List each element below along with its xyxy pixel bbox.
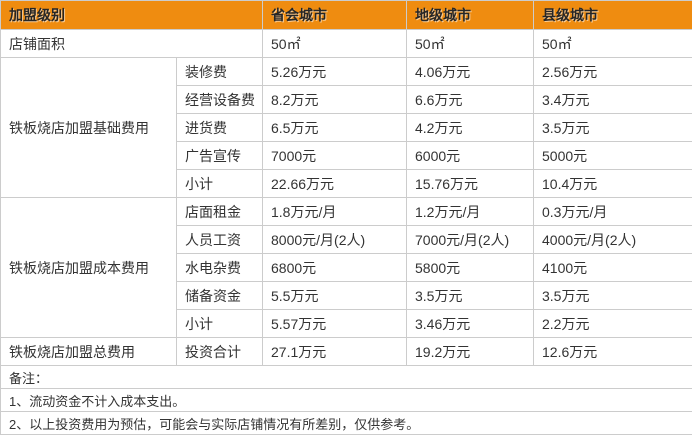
notes-title-row: 备注： — [0, 365, 692, 389]
row-label-cell: 店铺面积 — [0, 29, 263, 58]
value-cell: 5.5万元 — [262, 281, 407, 310]
note-row-1: 1、流动资金不计入成本支出。 — [0, 388, 692, 412]
item-label-cell: 店面租金 — [176, 197, 263, 226]
table-row-shop-area: 店铺面积 50㎡ 50㎡ 50㎡ — [0, 29, 692, 58]
value-cell: 5.26万元 — [262, 57, 407, 86]
value-cell: 22.66万元 — [262, 169, 407, 198]
header-cell-capital-city: 省会城市 — [262, 0, 407, 30]
value-cell: 8000元/月(2人) — [262, 225, 407, 254]
table-row: 人员工资 8000元/月(2人) 7000元/月(2人) 4000元/月(2人) — [1, 225, 692, 254]
note-text: 2、以上投资费用为预估，可能会与实际店铺情况有所差别，仅供参考。 — [0, 411, 692, 435]
header-cell-county-city: 县级城市 — [533, 0, 692, 30]
value-cell: 3.46万元 — [406, 309, 534, 338]
value-cell: 6000元 — [406, 141, 534, 170]
notes-title: 备注： — [0, 365, 692, 389]
header-row: 加盟级别 省会城市 地级城市 县级城市 — [0, 0, 692, 30]
value-cell: 5000元 — [533, 141, 692, 170]
value-cell: 6.6万元 — [406, 85, 534, 114]
value-cell: 2.2万元 — [533, 309, 692, 338]
value-cell: 4100元 — [533, 253, 692, 282]
header-cell-prefecture-city: 地级城市 — [406, 0, 534, 30]
value-cell: 1.8万元/月 — [262, 197, 407, 226]
value-cell: 7000元/月(2人) — [406, 225, 534, 254]
item-label-cell: 小计 — [176, 169, 263, 198]
header-cell-category: 加盟级别 — [0, 0, 263, 30]
section-title-total-fees: 铁板烧店加盟总费用 — [0, 337, 177, 366]
table-row: 铁板烧店加盟基础费用 装修费 5.26万元 4.06万元 2.56万元 — [0, 57, 692, 198]
table-row: 广告宣传 7000元 6000元 5000元 — [1, 141, 692, 170]
table-row: 水电杂费 6800元 5800元 4100元 — [1, 253, 692, 282]
value-cell: 19.2万元 — [406, 337, 534, 366]
item-label-cell: 广告宣传 — [176, 141, 263, 170]
value-cell: 3.5万元 — [406, 281, 534, 310]
section-title-basic-fees: 铁板烧店加盟基础费用 — [0, 57, 177, 198]
value-cell: 3.5万元 — [533, 113, 692, 142]
note-row-2: 2、以上投资费用为预估，可能会与实际店铺情况有所差别，仅供参考。 — [0, 411, 692, 435]
table-row: 小计 5.57万元 3.46万元 2.2万元 — [1, 309, 692, 338]
value-cell: 4000元/月(2人) — [533, 225, 692, 254]
value-cell: 50㎡ — [406, 29, 534, 58]
value-cell: 10.4万元 — [533, 169, 692, 198]
value-cell: 2.56万元 — [533, 57, 692, 86]
value-cell: 50㎡ — [262, 29, 407, 58]
value-cell: 12.6万元 — [533, 337, 692, 366]
item-label-cell: 装修费 — [176, 57, 263, 86]
value-cell: 8.2万元 — [262, 85, 407, 114]
note-text: 1、流动资金不计入成本支出。 — [0, 388, 692, 412]
value-cell: 5800元 — [406, 253, 534, 282]
value-cell: 4.06万元 — [406, 57, 534, 86]
value-cell: 15.76万元 — [406, 169, 534, 198]
value-cell: 4.2万元 — [406, 113, 534, 142]
item-label-cell: 储备资金 — [176, 281, 263, 310]
table-row-total: 铁板烧店加盟总费用 投资合计 27.1万元 19.2万元 12.6万元 — [0, 337, 692, 366]
table-row: 储备资金 5.5万元 3.5万元 3.5万元 — [1, 281, 692, 310]
table-row: 小计 22.66万元 15.76万元 10.4万元 — [1, 169, 692, 198]
table-row: 经营设备费 8.2万元 6.6万元 3.4万元 — [1, 85, 692, 114]
value-cell: 5.57万元 — [262, 309, 407, 338]
table-row: 铁板烧店加盟成本费用 店面租金 1.8万元/月 1.2万元/月 0.3万元/月 — [0, 197, 692, 338]
item-label-cell: 经营设备费 — [176, 85, 263, 114]
table-row: 进货费 6.5万元 4.2万元 3.5万元 — [1, 113, 692, 142]
value-cell: 3.5万元 — [533, 281, 692, 310]
item-label-cell: 小计 — [176, 309, 263, 338]
value-cell: 50㎡ — [533, 29, 692, 58]
value-cell: 3.4万元 — [533, 85, 692, 114]
value-cell: 7000元 — [262, 141, 407, 170]
item-label-cell: 水电杂费 — [176, 253, 263, 282]
value-cell: 0.3万元/月 — [533, 197, 692, 226]
value-cell: 6800元 — [262, 253, 407, 282]
value-cell: 27.1万元 — [262, 337, 407, 366]
item-label-cell: 人员工资 — [176, 225, 263, 254]
item-label-cell: 投资合计 — [176, 337, 263, 366]
section-title-cost-fees: 铁板烧店加盟成本费用 — [0, 197, 177, 338]
item-label-cell: 进货费 — [176, 113, 263, 142]
value-cell: 1.2万元/月 — [406, 197, 534, 226]
value-cell: 6.5万元 — [262, 113, 407, 142]
